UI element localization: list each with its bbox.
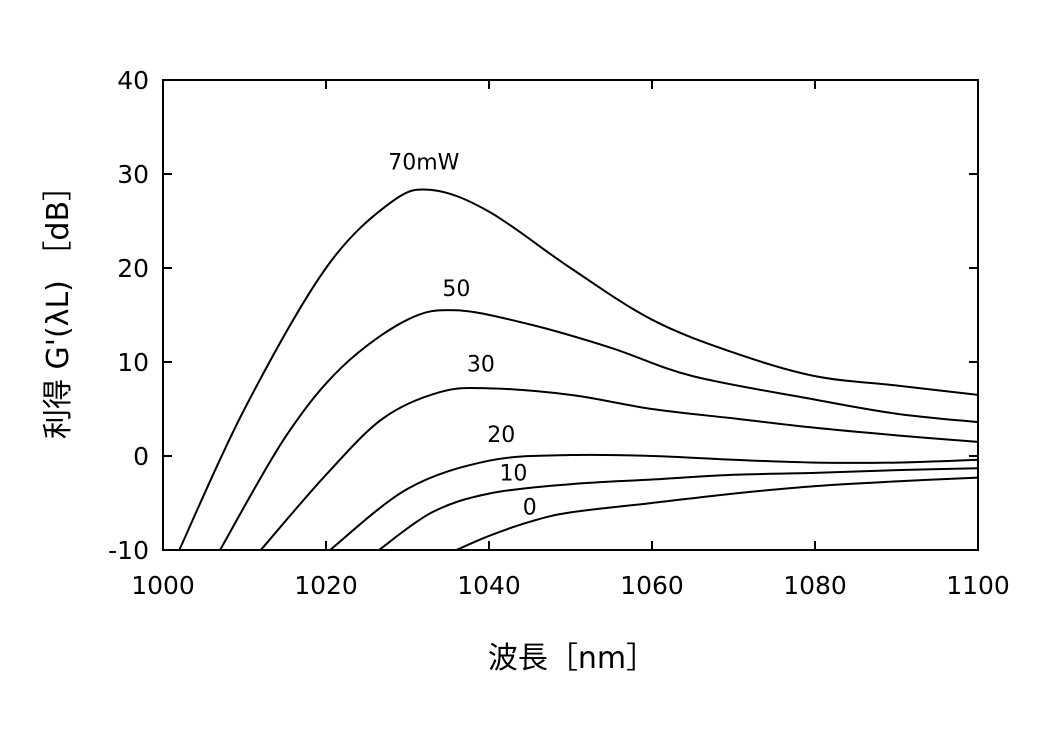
series-label: 10: [499, 461, 527, 486]
x-tick-label: 1080: [783, 571, 847, 600]
series-label: 20: [487, 423, 515, 448]
y-axis-title: 利得 G'(λL) ［dB］: [41, 171, 76, 439]
series-line: [219, 309, 979, 551]
y-tick-label: 30: [117, 160, 149, 189]
y-tick-label: -10: [108, 536, 149, 565]
series-label: 50: [442, 277, 470, 302]
series-line: [329, 453, 979, 551]
y-tick-label: 40: [117, 66, 149, 95]
y-tick-label: 20: [117, 254, 149, 283]
series-line: [178, 188, 979, 551]
axis-ticks: [162, 79, 979, 551]
curves: [178, 188, 979, 551]
x-tick-label: 1040: [457, 571, 521, 600]
y-tick-label: 10: [117, 348, 149, 377]
x-tick-label: 1020: [294, 571, 358, 600]
x-tick-label: 1000: [131, 571, 195, 600]
x-tick-label: 1100: [946, 571, 1010, 600]
series-label: 70mW: [388, 150, 459, 175]
series-line: [378, 467, 979, 551]
plot-frame: [162, 79, 979, 551]
series-label: 30: [467, 352, 495, 377]
x-axis-title: 波長［nm］: [488, 641, 656, 676]
series-label: 0: [523, 495, 537, 520]
x-tick-label: 1060: [620, 571, 684, 600]
series-line: [456, 476, 979, 551]
series-line: [260, 386, 979, 551]
y-tick-label: 0: [133, 442, 149, 471]
curve-labels: 70mW 50 30 20 10 0: [388, 150, 537, 520]
